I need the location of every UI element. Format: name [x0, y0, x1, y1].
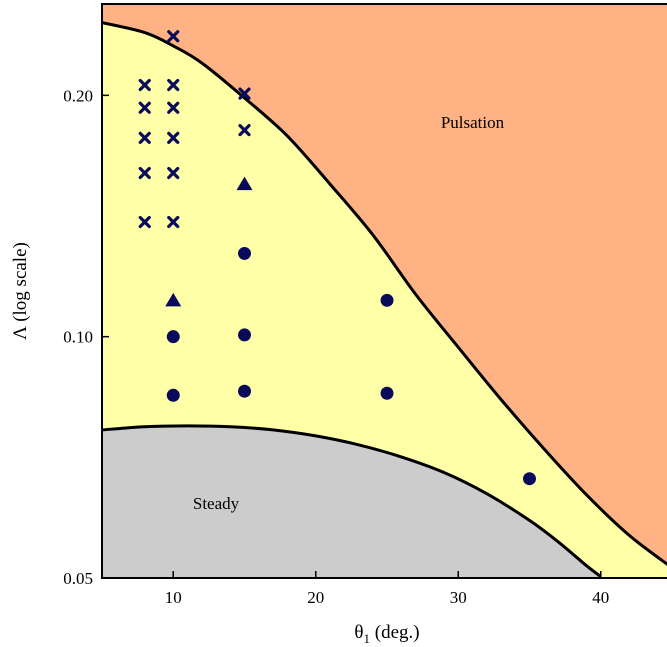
x-tick-label: 20 [307, 588, 324, 607]
data-point-circle [166, 388, 180, 402]
y-tick-label: 0.10 [63, 328, 93, 347]
data-point-cross [167, 131, 180, 144]
data-point-cross [167, 215, 180, 229]
data-point-cross [238, 123, 251, 137]
axis-ticks: 10 20 30 40 0.05 0.10 0.20 [63, 86, 609, 607]
data-point-cross [138, 131, 151, 144]
data-point-cross [167, 30, 180, 43]
steady-region [102, 425, 601, 578]
data-point-cross [138, 101, 151, 114]
plot-area [102, 4, 667, 578]
y-tick-label: 0.05 [63, 569, 93, 588]
x-tick-label: 40 [592, 588, 609, 607]
data-point-circle [166, 330, 180, 344]
data-point-circle [238, 328, 251, 342]
data-point-cross [167, 101, 180, 114]
data-point-cross [138, 166, 151, 180]
x-axis-title: θ1 (deg.) [354, 622, 419, 646]
data-point-cross [138, 78, 151, 92]
data-point-cross [238, 87, 251, 100]
data-point-circle [523, 472, 536, 486]
data-point-circle [238, 384, 251, 398]
data-point-circle [380, 386, 394, 400]
data-point-triangle [236, 176, 253, 191]
x-tick-label: 10 [165, 588, 182, 607]
y-axis-title: Λ (log scale) [10, 242, 31, 340]
upper-boundary-curve [102, 21, 667, 566]
data-point-triangle [165, 292, 182, 307]
data-markers [138, 30, 536, 486]
x-tick-label: 30 [450, 588, 467, 607]
lower-boundary-curve [102, 424, 602, 578]
data-point-cross [167, 166, 180, 180]
data-point-cross [167, 78, 180, 92]
data-point-circle [238, 246, 251, 260]
steady-label: Steady [193, 494, 240, 513]
pulsation-label: Pulsation [441, 113, 505, 132]
y-tick-label: 0.20 [63, 86, 93, 105]
plot-frame [101, 3, 667, 579]
data-point-cross [138, 215, 151, 229]
data-point-circle [380, 293, 394, 307]
